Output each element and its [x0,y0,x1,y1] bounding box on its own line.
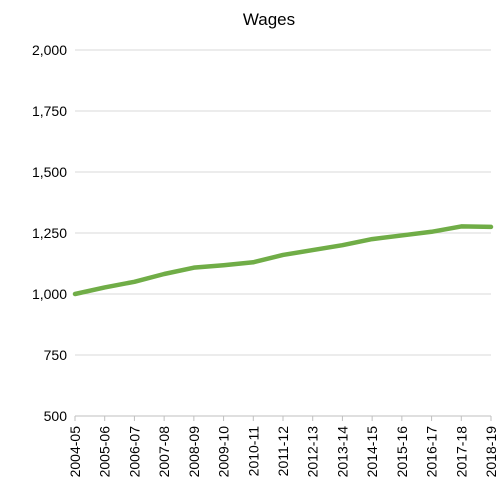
series-line [72,224,494,297]
x-tick-label: 2010-11 [245,426,261,477]
y-tick-label: 1,250 [32,225,67,241]
x-tick-label: 2007-08 [156,426,172,478]
x-tick-label: 2012-13 [305,426,321,478]
x-tick-label: 2018-19 [483,426,499,478]
x-tick-label: 2006-07 [126,426,142,478]
x-tick-label: 2011-12 [275,426,291,477]
chart-title: Wages [243,10,295,29]
x-tick-label: 2014-15 [364,426,380,478]
y-tick-label: 500 [44,408,68,424]
x-tick-label: 2005-06 [97,426,113,478]
x-axis-ticks: 2004-05 2005-06 2006-07 2007-08 2008-09 2009-… [67,416,499,477]
x-tick-label: 2004-05 [67,426,83,478]
x-tick-label: 2009-10 [216,426,232,478]
series-group [72,224,494,297]
x-tick-label: 2016-17 [424,426,440,478]
y-tick-label: 1,500 [32,164,67,180]
x-tick-label: 2017-18 [453,426,469,478]
x-tick-label: 2015-16 [394,426,410,478]
y-tick-label: 750 [44,347,68,363]
y-axis-ticks: 500 750 1,000 1,250 1,500 1,750 2,000 [32,42,67,424]
x-tick-label: 2008-09 [186,426,202,478]
gridlines [75,49,491,356]
y-tick-label: 1,750 [32,103,67,119]
x-tick-label: 2013-14 [334,426,350,478]
y-tick-label: 1,000 [32,286,67,302]
y-tick-label: 2,000 [32,42,67,58]
